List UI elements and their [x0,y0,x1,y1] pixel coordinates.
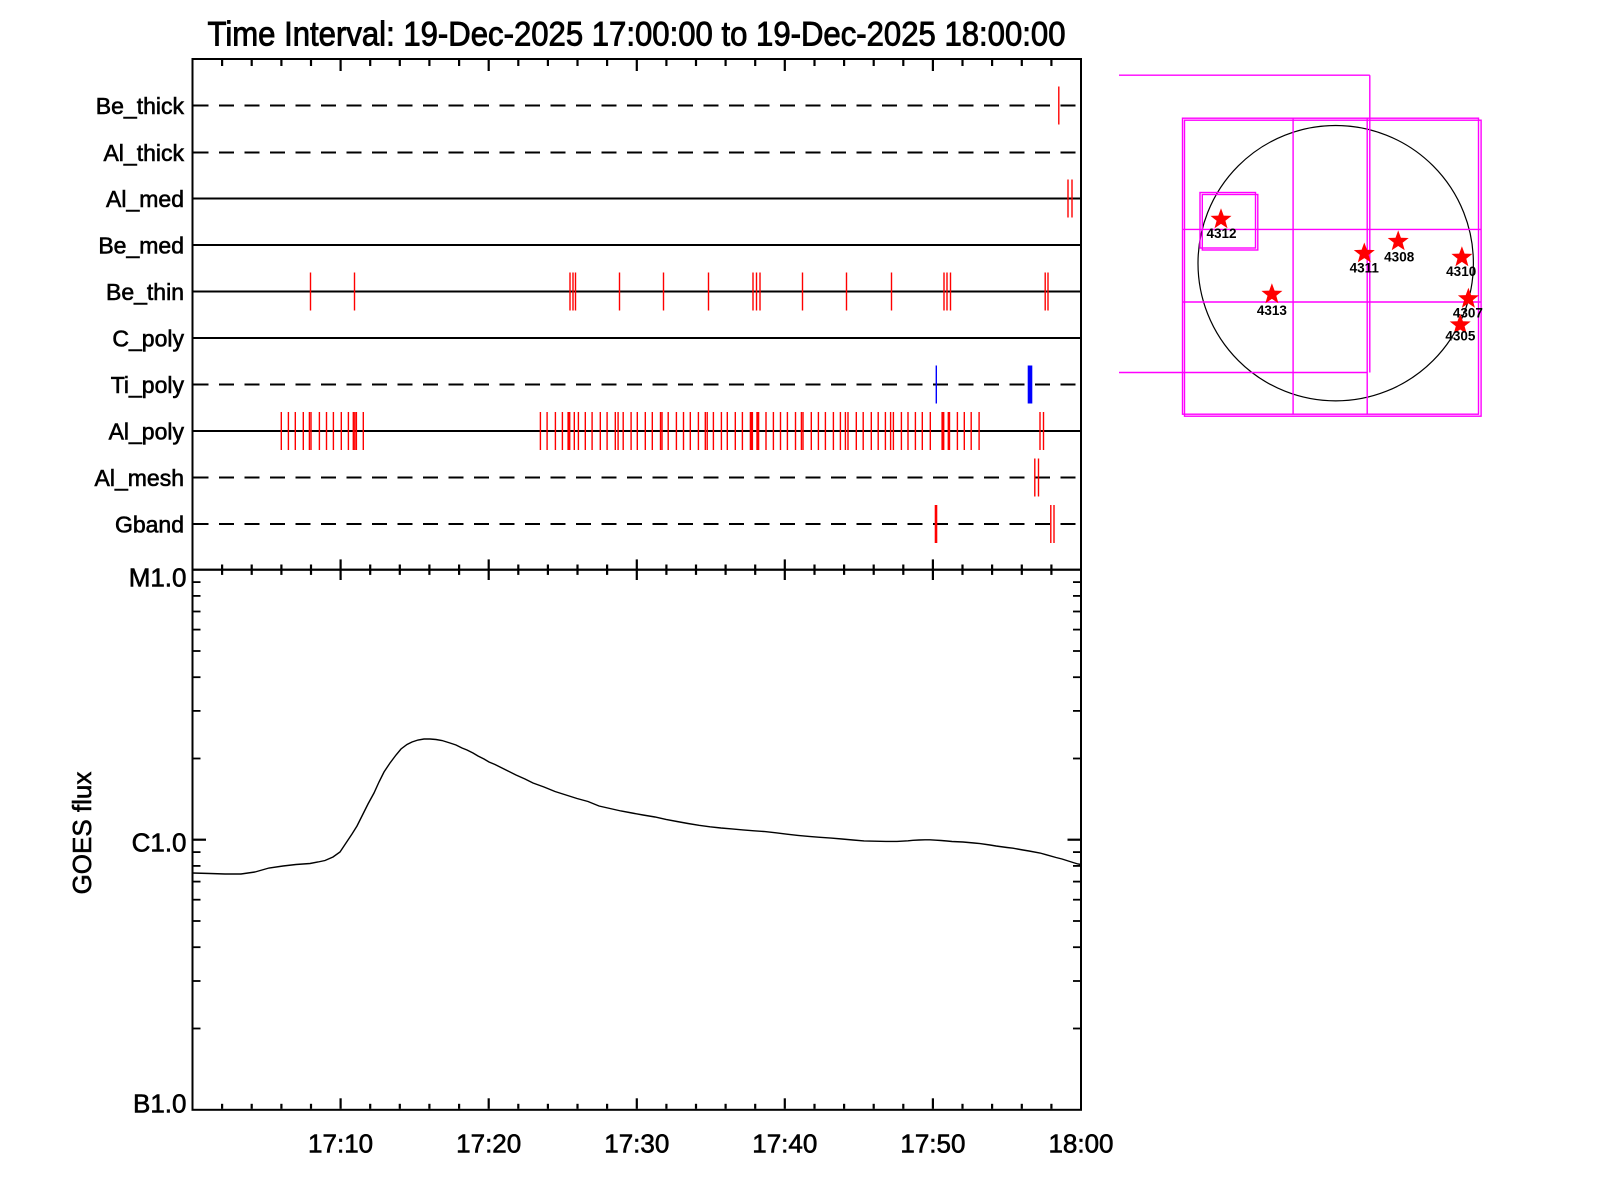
svg-text:Al_thick: Al_thick [103,140,184,166]
svg-text:4312: 4312 [1206,226,1236,241]
svg-text:17:30: 17:30 [604,1129,669,1159]
svg-text:GOES flux: GOES flux [67,772,97,895]
svg-text:Be_thin: Be_thin [106,279,184,305]
svg-text:4311: 4311 [1350,260,1380,275]
svg-text:Al_med: Al_med [106,186,184,212]
svg-text:4308: 4308 [1384,249,1415,264]
svg-text:C1.0: C1.0 [132,828,187,858]
svg-text:4310: 4310 [1446,264,1476,279]
svg-text:B1.0: B1.0 [133,1089,187,1119]
svg-text:Time Interval: 19-Dec-2025 17:: Time Interval: 19-Dec-2025 17:00:00 to 1… [208,16,1066,54]
svg-text:Be_thick: Be_thick [96,93,185,119]
svg-text:17:10: 17:10 [308,1129,373,1159]
svg-text:18:00: 18:00 [1048,1129,1113,1159]
svg-text:4305: 4305 [1445,329,1476,344]
svg-text:4313: 4313 [1257,303,1288,318]
svg-text:C_poly: C_poly [112,325,184,351]
svg-text:Ti_poly: Ti_poly [111,372,185,398]
svg-text:Al_mesh: Al_mesh [95,465,184,491]
svg-text:4307: 4307 [1453,306,1483,321]
svg-text:M1.0: M1.0 [129,563,187,593]
svg-text:17:50: 17:50 [900,1129,965,1159]
svg-text:17:40: 17:40 [752,1129,817,1159]
svg-text:Al_poly: Al_poly [109,418,185,444]
svg-text:17:20: 17:20 [456,1129,521,1159]
svg-text:Gband: Gband [115,511,184,537]
svg-text:Be_med: Be_med [98,232,184,258]
